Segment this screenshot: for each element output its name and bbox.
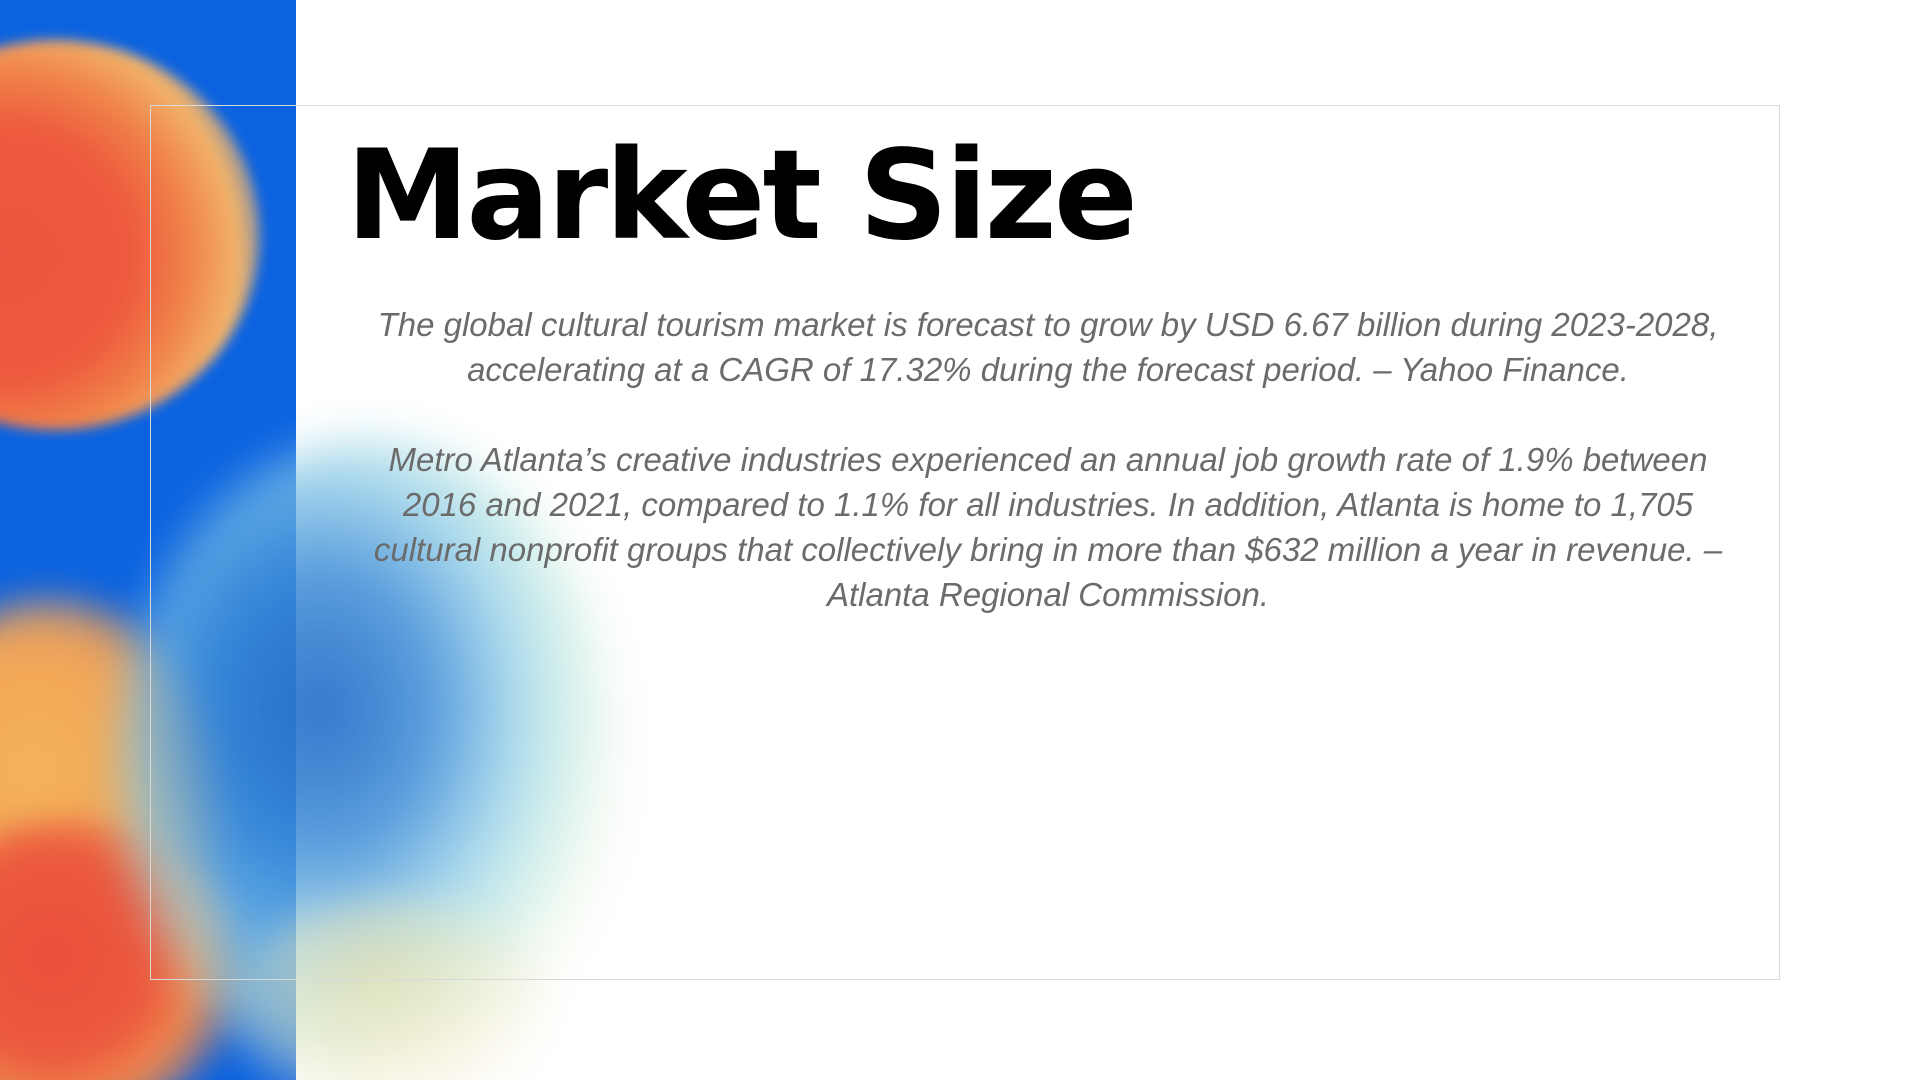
- market-stat-paragraph: The global cultural tourism market is fo…: [377, 306, 1719, 388]
- slide-title: Market Size: [346, 124, 1138, 268]
- slide-body: The global cultural tourism market is fo…: [350, 302, 1746, 617]
- content-frame: [150, 105, 1780, 980]
- decorative-gradient-blob-soft: [230, 900, 550, 1080]
- atlanta-stat-paragraph: Metro Atlanta’s creative industries expe…: [373, 441, 1723, 613]
